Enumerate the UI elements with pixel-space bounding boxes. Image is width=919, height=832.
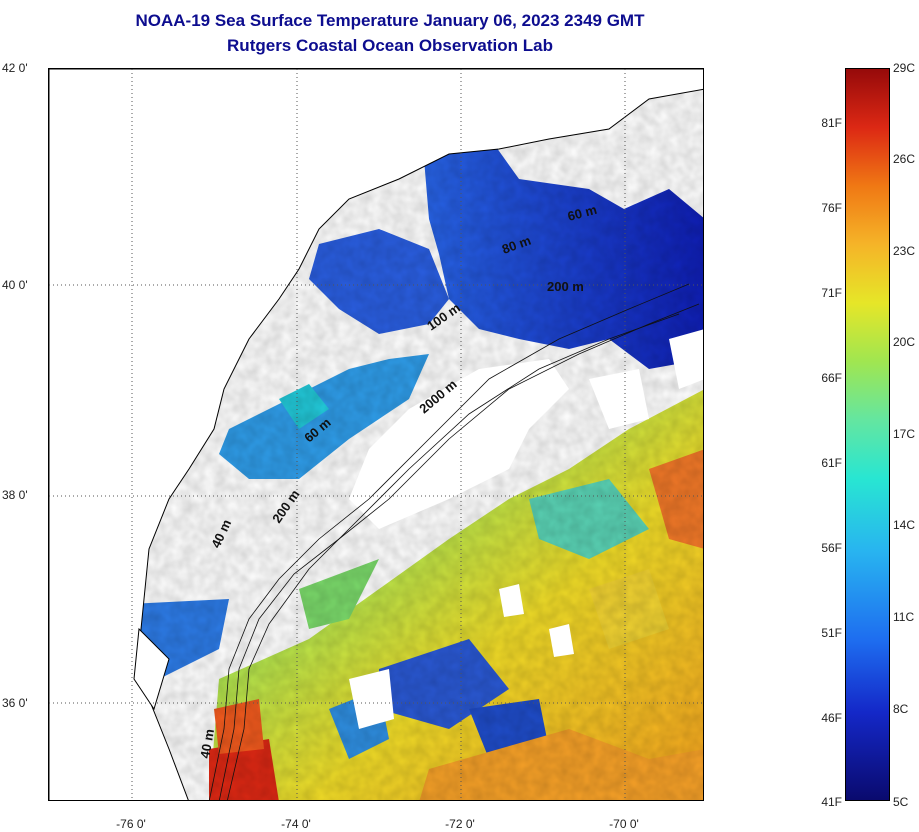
- colorbar-c-label: 11C: [893, 610, 915, 624]
- map-subtitle: Rutgers Coastal Ocean Observation Lab: [227, 36, 553, 55]
- graticule: [49, 69, 703, 800]
- bathymetry-contours: [209, 283, 700, 800]
- colorbar-c-label: 20C: [893, 335, 916, 349]
- colorbar-f-label: 71F: [821, 286, 842, 300]
- colorbar-c-label: 29C: [893, 61, 916, 75]
- contour-label: 40 m: [197, 728, 217, 760]
- colorbar-f-label: 46F: [821, 711, 842, 725]
- lat-label-42: 42 0': [2, 61, 28, 75]
- contour-label: 60 m: [566, 202, 599, 224]
- colorbar-f-label: 76F: [821, 201, 842, 215]
- lon-label-74: -74 0': [281, 817, 311, 831]
- colorbar-f-label: 41F: [821, 795, 842, 809]
- land: [49, 69, 703, 800]
- lon-label-72: -72 0': [445, 817, 475, 831]
- colorbar-f-label: 66F: [821, 371, 842, 385]
- colorbar-c-label: 14C: [893, 518, 916, 532]
- lon-label-70: -70 0': [609, 817, 639, 831]
- lon-label-76: -76 0': [116, 817, 146, 831]
- colorbar-c-label: 26C: [893, 152, 916, 166]
- colorbar-f-label: 51F: [821, 626, 842, 640]
- colorbar-c-label: 8C: [893, 702, 909, 716]
- colorbar-f-label: 61F: [821, 456, 842, 470]
- lat-label-38: 38 0': [2, 488, 28, 502]
- colorbar-c-label: 17C: [893, 427, 916, 441]
- temperature-colorbar: [845, 68, 890, 801]
- lat-label-40: 40 0': [2, 278, 28, 292]
- colorbar-c-label: 5C: [893, 795, 909, 809]
- map-title: NOAA-19 Sea Surface Temperature January …: [135, 11, 645, 30]
- sst-map: 60 m 80 m 200 m 100 m 2000 m 60 m 200 m …: [48, 68, 704, 801]
- lat-label-36: 36 0': [2, 696, 28, 710]
- colorbar-c-label: 23C: [893, 244, 916, 258]
- contour-label: 200 m: [547, 279, 584, 294]
- colorbar-f-label: 81F: [821, 116, 842, 130]
- cloud-mask: [349, 329, 703, 729]
- colorbar-f-label: 56F: [821, 541, 842, 555]
- sst-map-canvas: 60 m 80 m 200 m 100 m 2000 m 60 m 200 m …: [49, 69, 703, 800]
